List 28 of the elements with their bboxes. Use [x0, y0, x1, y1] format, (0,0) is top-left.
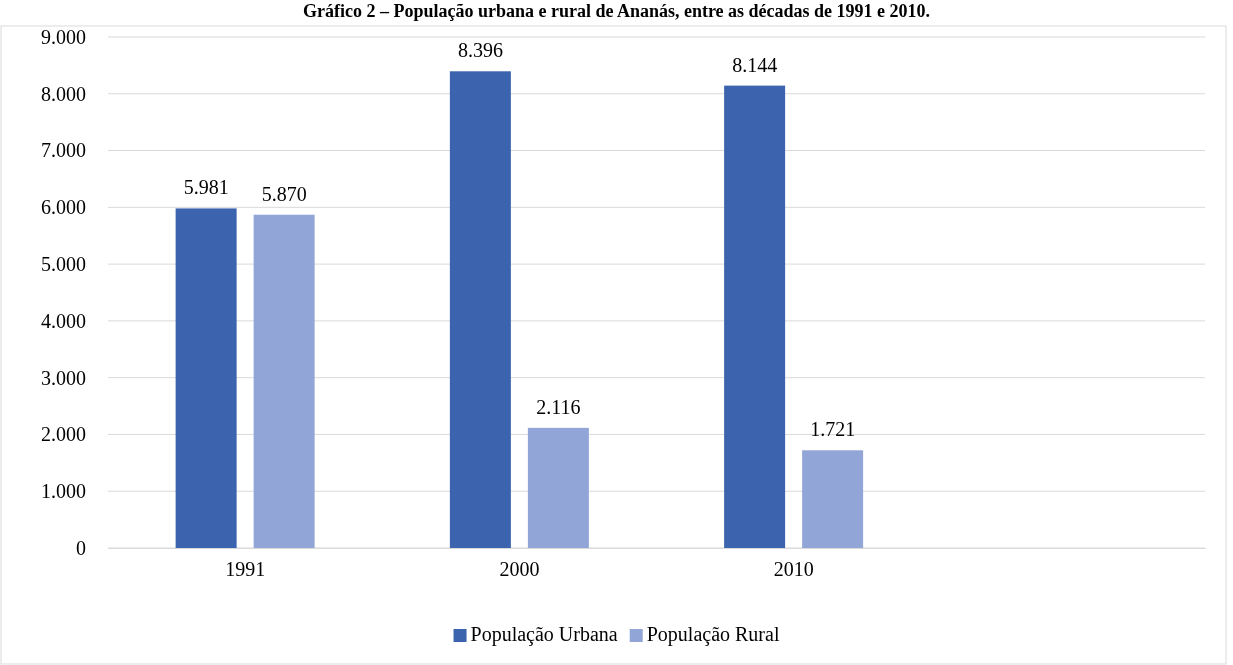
text: 8.396	[457, 39, 503, 62]
y-tick-label: 0	[76, 536, 86, 559]
y-tick-label: 7.000	[41, 139, 86, 162]
bar	[724, 85, 786, 548]
bar	[802, 450, 864, 548]
y-tick-label: 8.000	[41, 82, 86, 105]
y-tick-label: 3.000	[41, 366, 86, 389]
y-tick-label: 2.000	[41, 423, 86, 446]
y-tick-label: 1.000	[41, 480, 86, 503]
y-tick-label: 5.000	[41, 253, 86, 276]
y-tick-label: 9.000	[41, 25, 86, 48]
bar	[527, 427, 589, 548]
text: 5.870	[261, 182, 307, 205]
legend-label: População Urbana	[470, 623, 618, 646]
y-tick-label: 6.000	[41, 196, 86, 219]
x-tick-label: 1991	[225, 558, 266, 581]
text: 8.144	[732, 53, 778, 76]
bar	[449, 71, 511, 548]
bar	[253, 214, 315, 548]
legend-label: População Rural	[646, 623, 780, 646]
x-tick-label: 2000	[499, 558, 540, 581]
y-tick-label: 4.000	[41, 309, 86, 332]
chart-title: Gráfico 2 – População urbana e rural de Ananás, entre as décadas de 1991 e 2010.	[302, 1, 931, 21]
x-tick-label: 2010	[773, 558, 814, 581]
text: 1.721	[810, 418, 856, 441]
text: 2.116	[536, 395, 581, 418]
text: 5.981	[183, 176, 229, 199]
bar	[175, 208, 237, 548]
